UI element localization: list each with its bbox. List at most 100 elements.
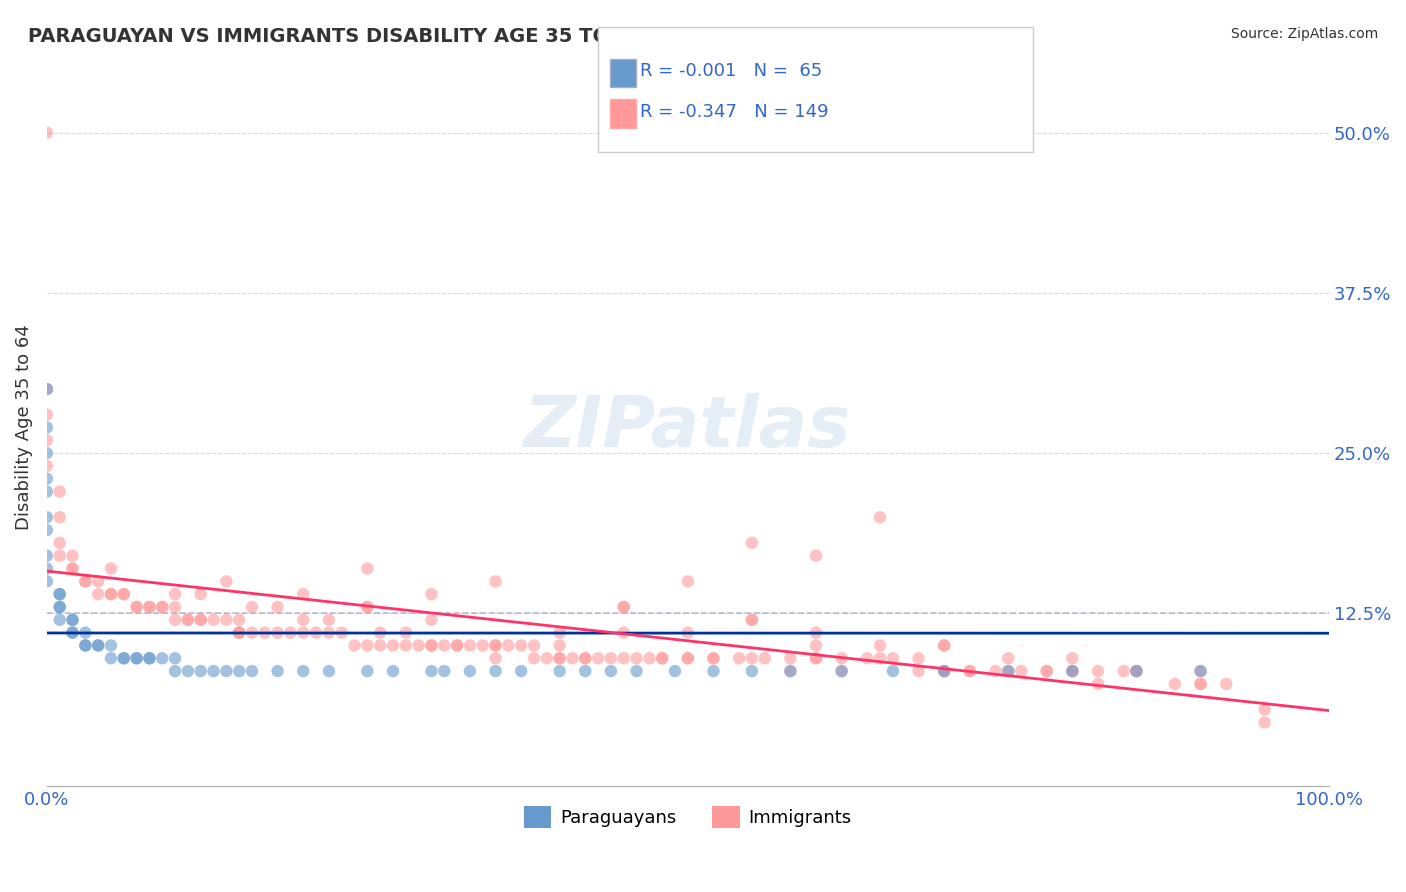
Paraguayans (100, 639, 122, 653)
Immigrants (586, 651, 609, 665)
Text: ZIPatlas: ZIPatlas (524, 393, 852, 462)
Paraguayans (458, 664, 481, 678)
Immigrants (536, 651, 558, 665)
Immigrants (959, 664, 981, 678)
Paraguayans (1125, 664, 1147, 678)
Immigrants (741, 651, 763, 665)
Immigrants (574, 651, 596, 665)
Immigrants (741, 536, 763, 550)
Paraguayans (35, 561, 58, 575)
Immigrants (676, 651, 699, 665)
Paraguayans (138, 651, 160, 665)
Immigrants (356, 599, 378, 614)
Immigrants (305, 625, 328, 640)
Immigrants (177, 613, 200, 627)
Immigrants (804, 651, 827, 665)
Immigrants (741, 613, 763, 627)
Paraguayans (35, 382, 58, 396)
Immigrants (651, 651, 673, 665)
Immigrants (458, 639, 481, 653)
Paraguayans (35, 484, 58, 499)
Immigrants (356, 599, 378, 614)
Immigrants (228, 625, 250, 640)
Immigrants (125, 599, 148, 614)
Immigrants (318, 625, 340, 640)
Immigrants (446, 639, 468, 653)
Paraguayans (35, 523, 58, 537)
Immigrants (907, 664, 929, 678)
Immigrants (959, 664, 981, 678)
Immigrants (100, 587, 122, 601)
Immigrants (1062, 664, 1084, 678)
Immigrants (112, 587, 135, 601)
Immigrants (613, 625, 636, 640)
Immigrants (1164, 677, 1187, 691)
Paraguayans (100, 651, 122, 665)
Paraguayans (48, 587, 70, 601)
Immigrants (831, 664, 853, 678)
Immigrants (100, 561, 122, 575)
Paraguayans (882, 664, 904, 678)
Paraguayans (35, 420, 58, 434)
Immigrants (138, 599, 160, 614)
Paraguayans (165, 664, 187, 678)
Text: R = -0.001   N =  65: R = -0.001 N = 65 (640, 62, 823, 80)
Immigrants (613, 599, 636, 614)
Immigrants (292, 625, 315, 640)
Immigrants (1125, 664, 1147, 678)
Paraguayans (87, 639, 110, 653)
Immigrants (266, 625, 288, 640)
Immigrants (253, 625, 276, 640)
Paraguayans (75, 625, 97, 640)
Immigrants (35, 434, 58, 448)
Immigrants (523, 639, 546, 653)
Immigrants (934, 639, 956, 653)
Paraguayans (35, 446, 58, 460)
Immigrants (62, 561, 84, 575)
Immigrants (35, 408, 58, 422)
Immigrants (1035, 664, 1057, 678)
Immigrants (292, 613, 315, 627)
Paraguayans (1189, 664, 1212, 678)
Immigrants (1253, 702, 1275, 716)
Paraguayans (382, 664, 405, 678)
Immigrants (382, 639, 405, 653)
Immigrants (48, 549, 70, 563)
Paraguayans (125, 651, 148, 665)
Immigrants (804, 549, 827, 563)
Immigrants (343, 639, 366, 653)
Text: R = -0.347   N = 149: R = -0.347 N = 149 (640, 103, 828, 120)
Immigrants (150, 599, 173, 614)
Immigrants (1010, 664, 1032, 678)
Immigrants (574, 651, 596, 665)
Immigrants (150, 599, 173, 614)
Paraguayans (831, 664, 853, 678)
Immigrants (548, 651, 571, 665)
Immigrants (1087, 664, 1109, 678)
Paraguayans (35, 574, 58, 589)
Immigrants (165, 587, 187, 601)
Immigrants (869, 651, 891, 665)
Immigrants (100, 587, 122, 601)
Immigrants (613, 599, 636, 614)
Immigrants (600, 651, 623, 665)
Paraguayans (626, 664, 648, 678)
Immigrants (548, 639, 571, 653)
Immigrants (484, 651, 506, 665)
Immigrants (754, 651, 776, 665)
Paraguayans (75, 639, 97, 653)
Paraguayans (741, 664, 763, 678)
Immigrants (1215, 677, 1237, 691)
Immigrants (471, 639, 494, 653)
Immigrants (984, 664, 1007, 678)
Immigrants (484, 574, 506, 589)
Immigrants (190, 613, 212, 627)
Immigrants (433, 639, 456, 653)
Paraguayans (190, 664, 212, 678)
Immigrants (87, 574, 110, 589)
Paraguayans (548, 664, 571, 678)
Paraguayans (510, 664, 533, 678)
Immigrants (48, 484, 70, 499)
Immigrants (62, 561, 84, 575)
Paraguayans (420, 664, 443, 678)
